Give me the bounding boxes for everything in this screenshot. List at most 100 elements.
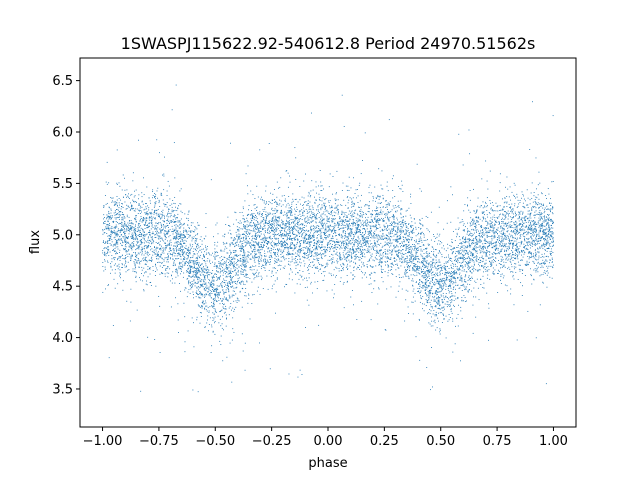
data-point	[164, 217, 165, 219]
data-point	[489, 200, 491, 201]
data-point	[301, 250, 302, 252]
data-point	[374, 230, 376, 232]
data-point	[265, 221, 267, 223]
data-point	[397, 228, 399, 229]
data-point	[551, 238, 553, 240]
data-point	[258, 255, 260, 257]
data-point	[226, 299, 228, 301]
data-point	[214, 321, 216, 322]
data-point	[466, 246, 468, 248]
data-point	[273, 242, 275, 244]
data-point	[538, 207, 540, 209]
data-point	[286, 215, 288, 217]
data-point	[214, 248, 216, 250]
data-point	[271, 208, 273, 210]
data-point	[541, 193, 543, 195]
data-point	[244, 227, 246, 229]
data-point	[546, 222, 548, 224]
data-point	[428, 244, 430, 246]
data-point	[174, 221, 176, 223]
data-point	[310, 190, 312, 192]
data-point	[136, 242, 138, 244]
data-point	[197, 233, 199, 235]
data-point	[484, 262, 486, 264]
data-point	[195, 275, 197, 277]
data-point	[256, 237, 258, 238]
data-point	[132, 268, 134, 270]
data-point	[207, 266, 208, 268]
data-point	[425, 305, 427, 307]
data-point	[513, 304, 515, 306]
data-point	[406, 275, 408, 277]
data-point	[539, 237, 541, 239]
data-point	[393, 235, 395, 237]
data-point	[245, 270, 247, 272]
data-point	[499, 182, 501, 184]
data-point	[147, 237, 149, 239]
data-point	[204, 286, 206, 288]
data-point	[512, 208, 514, 210]
data-point	[461, 281, 463, 283]
data-point	[336, 258, 338, 260]
data-point	[450, 275, 452, 277]
data-point	[282, 233, 284, 234]
data-point	[435, 294, 437, 296]
data-point	[259, 224, 261, 226]
data-point	[194, 276, 196, 278]
data-point	[361, 257, 363, 259]
data-point	[423, 244, 425, 246]
data-point	[145, 212, 147, 214]
data-point	[352, 225, 354, 227]
data-point	[244, 292, 246, 293]
data-point	[518, 203, 520, 205]
data-point	[338, 270, 340, 272]
data-point	[508, 246, 510, 248]
data-point	[270, 254, 272, 256]
data-point	[434, 284, 436, 286]
data-point	[143, 194, 145, 196]
data-point	[464, 249, 466, 251]
data-point	[156, 228, 158, 230]
data-point	[285, 254, 287, 256]
data-point	[140, 210, 142, 211]
data-point	[406, 238, 408, 240]
data-point	[355, 241, 356, 243]
data-point	[214, 264, 216, 266]
data-point	[282, 245, 284, 246]
data-point	[179, 238, 181, 239]
data-point	[541, 224, 543, 226]
data-point	[515, 227, 517, 229]
data-point	[451, 299, 453, 301]
data-point	[407, 230, 409, 231]
data-point	[263, 241, 265, 243]
data-point	[219, 257, 221, 259]
data-point	[331, 210, 333, 211]
data-point	[340, 277, 342, 279]
data-point	[316, 209, 317, 211]
data-point	[109, 251, 111, 253]
data-point	[552, 206, 554, 208]
data-point	[273, 223, 275, 225]
data-point	[427, 229, 429, 231]
data-point	[405, 227, 407, 228]
data-point	[229, 281, 230, 283]
data-point	[498, 260, 499, 261]
data-point	[487, 266, 489, 268]
data-point	[226, 260, 227, 262]
data-point	[487, 274, 489, 276]
data-point	[318, 324, 320, 326]
data-point	[274, 235, 275, 237]
data-point	[533, 240, 535, 242]
data-point	[147, 226, 149, 228]
data-point	[147, 236, 149, 238]
data-point	[353, 205, 355, 207]
data-point	[483, 271, 484, 273]
data-point	[485, 252, 487, 254]
data-point	[469, 240, 471, 242]
data-point	[413, 266, 415, 268]
data-point	[212, 306, 214, 308]
data-point	[175, 235, 177, 237]
data-point	[312, 212, 314, 214]
data-point	[227, 283, 229, 285]
data-point	[134, 230, 136, 232]
